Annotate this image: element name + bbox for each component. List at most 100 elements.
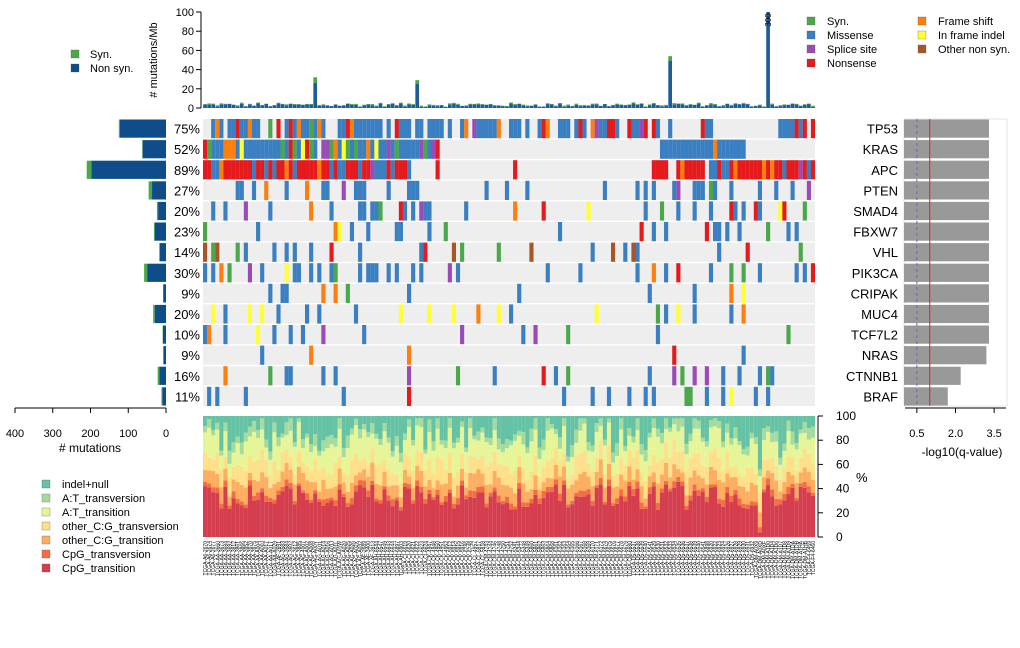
spectrum-segment (557, 493, 563, 501)
matrix-cell-mis (337, 139, 342, 159)
spectrum-segment (586, 416, 591, 442)
top-bar-nonsyn (717, 106, 721, 108)
matrix-cell-mis (721, 366, 726, 386)
sample-id-label: TCGA-AG-A032 (358, 541, 364, 577)
top-bar-syn (403, 105, 407, 107)
top-bar-syn (464, 105, 468, 107)
spectrum-segment (415, 416, 420, 419)
spectrum-segment (435, 495, 440, 537)
spectrum-segment (256, 438, 261, 460)
left-bar-syn (159, 243, 160, 262)
spectrum-segment (766, 478, 771, 486)
spectrum-segment (374, 416, 379, 434)
matrix-cell-fs (247, 119, 253, 139)
spectrum-segment (749, 416, 754, 433)
matrix-cell-mis (211, 119, 216, 139)
spectrum-segment (305, 499, 310, 537)
spectrum-segment (358, 460, 363, 473)
spectrum-segment (594, 488, 599, 537)
spectrum-segment (509, 473, 514, 488)
spectrum-segment (431, 499, 436, 537)
matrix-cell-inf (337, 222, 342, 242)
top-bar-syn (382, 106, 387, 107)
spectrum-segment (721, 447, 726, 471)
right-x-tick-label: 0.5 (909, 428, 924, 440)
matrix-cell-mis (407, 119, 412, 139)
bottom-y-tick-label: 40 (836, 482, 850, 496)
spectrum-segment (639, 444, 644, 455)
matrix-cell-fs (713, 139, 718, 159)
sample-id-label: TCGA-D5-6922 (713, 541, 719, 576)
spectrum-segment (757, 532, 763, 537)
spectrum-segment (802, 432, 807, 449)
spectrum-segment (345, 491, 350, 504)
spectrum-segment (215, 422, 220, 430)
top-bar-nonsyn (611, 105, 615, 108)
spectrum-segment (211, 487, 216, 493)
spectrum-segment (647, 432, 652, 438)
spectrum-segment (651, 428, 656, 455)
matrix-cell-mis (215, 386, 220, 406)
spectrum-segment (488, 416, 493, 439)
spectrum-segment (659, 459, 665, 475)
spectrum-segment (260, 492, 265, 537)
matrix-cell-non (802, 160, 807, 180)
spectrum-segment (655, 436, 661, 463)
matrix-cell-non (345, 160, 350, 180)
right-x-tick-label: 2.0 (948, 428, 963, 440)
matrix-cell-mis (733, 201, 738, 221)
matrix-cell-mis (358, 263, 363, 283)
spectrum-segment (664, 480, 669, 485)
top-bar-nonsyn (545, 104, 550, 108)
top-bar-syn (705, 104, 709, 106)
top-bar-nonsyn (374, 106, 379, 108)
sample-id-label: TCGA-DM-A0X9 (754, 541, 760, 578)
top-bar-nonsyn (660, 106, 664, 108)
spectrum-segment (721, 441, 726, 448)
spectrum-segment (378, 499, 383, 504)
spectrum-segment (672, 481, 677, 488)
spectrum-segment (231, 479, 236, 492)
spectrum-segment (647, 487, 652, 494)
spectrum-segment (443, 440, 448, 449)
spectrum-segment (680, 426, 685, 452)
spectrum-segment (533, 418, 538, 430)
spectrum-segment (496, 438, 501, 450)
spectrum-segment (451, 496, 457, 504)
spectrum-segment (460, 426, 465, 455)
matrix-cell-mis (366, 119, 371, 139)
matrix-cell-non (749, 160, 754, 180)
sample-id-label: TCGA-D5-6538 (689, 541, 695, 576)
spectrum-segment (562, 466, 567, 481)
matrix-cell-mis (305, 304, 310, 324)
spectrum-segment (713, 470, 718, 485)
top-bar-syn (488, 103, 493, 105)
right-bar-qvalue (904, 222, 989, 241)
top-bar-nonsyn (390, 103, 395, 108)
spectrum-segment (276, 481, 281, 491)
top-bar-nonsyn (631, 103, 636, 108)
spectrum-segment (305, 466, 310, 481)
matrix-cell-mis (358, 119, 363, 139)
sample-id-label: TCGA-CM-6161 (554, 541, 560, 577)
matrix-cell-spl (806, 180, 811, 200)
matrix-cell-mis (251, 160, 257, 180)
spectrum-segment (725, 473, 730, 487)
spectrum-segment (606, 445, 612, 464)
matrix-cell-mis (725, 222, 730, 242)
spectrum-segment (431, 416, 436, 442)
matrix-cell-mis (329, 160, 334, 180)
spectrum-segment (472, 456, 477, 474)
matrix-cell-non (305, 139, 310, 159)
sample-id-label: TCGA-D5-6531 (660, 541, 666, 576)
top-bar-nonsyn (341, 105, 346, 108)
spectrum-segment (802, 481, 807, 488)
spectrum-segment (606, 463, 612, 480)
matrix-cell-mis (272, 325, 277, 345)
spectrum-segment (402, 482, 408, 487)
matrix-cell-mis (725, 139, 730, 159)
spectrum-segment (284, 416, 289, 423)
spectrum-segment (545, 430, 550, 461)
spectrum-segment (574, 456, 579, 481)
spectrum-segment (203, 425, 208, 433)
